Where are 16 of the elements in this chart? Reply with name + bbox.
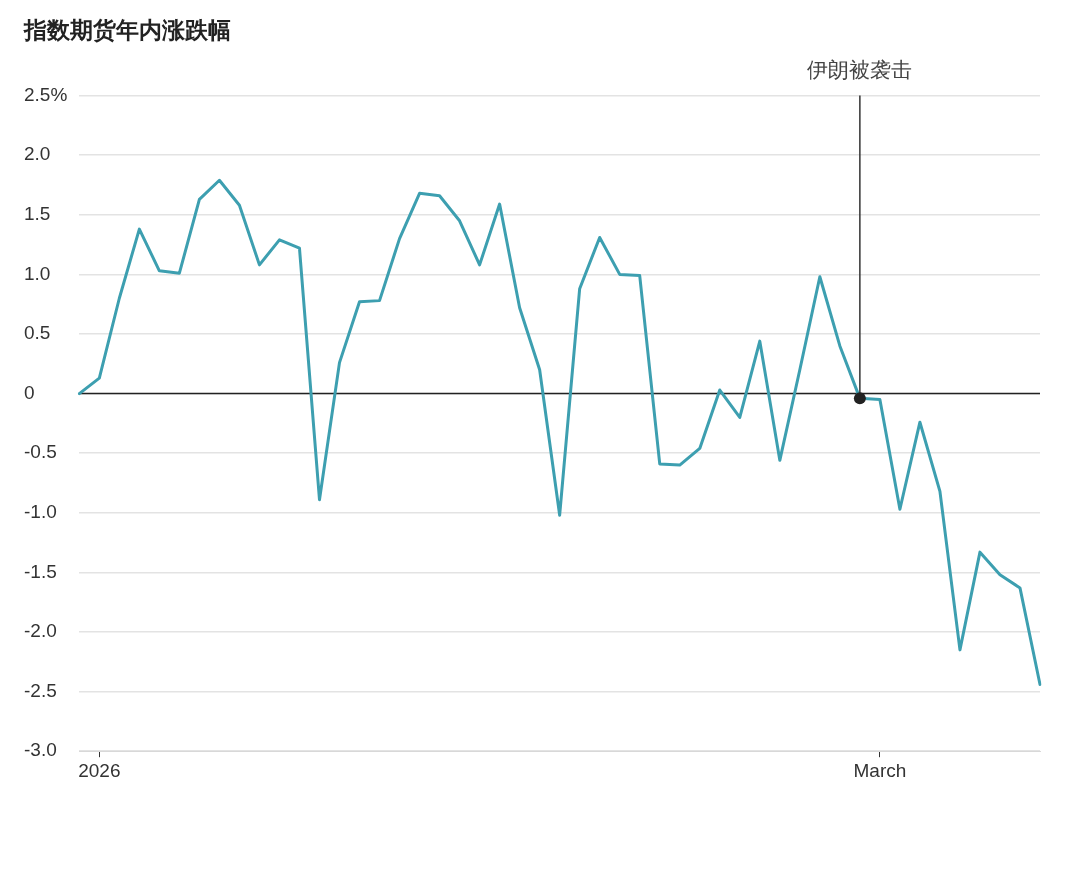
annotation: 伊朗被袭击	[807, 57, 913, 81]
x-tick-label: 2026	[78, 759, 121, 781]
y-tick-label: -3.0	[24, 739, 57, 761]
y-tick-label: -0.5	[24, 441, 57, 463]
y-tick-label: 0	[24, 381, 35, 403]
chart-title: 指数期货年内涨跌幅	[23, 17, 231, 44]
y-tick-label: -2.5	[24, 679, 57, 701]
y-tick-label: 2.0	[24, 143, 51, 165]
y-tick-label: -2.0	[24, 620, 57, 642]
x-tick-label: March	[853, 759, 907, 781]
y-tick-label: -1.5	[24, 560, 57, 582]
y-tick-label: -1.0	[24, 501, 57, 523]
y-tick-label: 1.5	[24, 203, 51, 225]
y-tick-label: 1.0	[24, 262, 51, 284]
y-tick-label: 2.5%	[24, 83, 68, 105]
y-tick-label: 0.5	[24, 322, 51, 344]
